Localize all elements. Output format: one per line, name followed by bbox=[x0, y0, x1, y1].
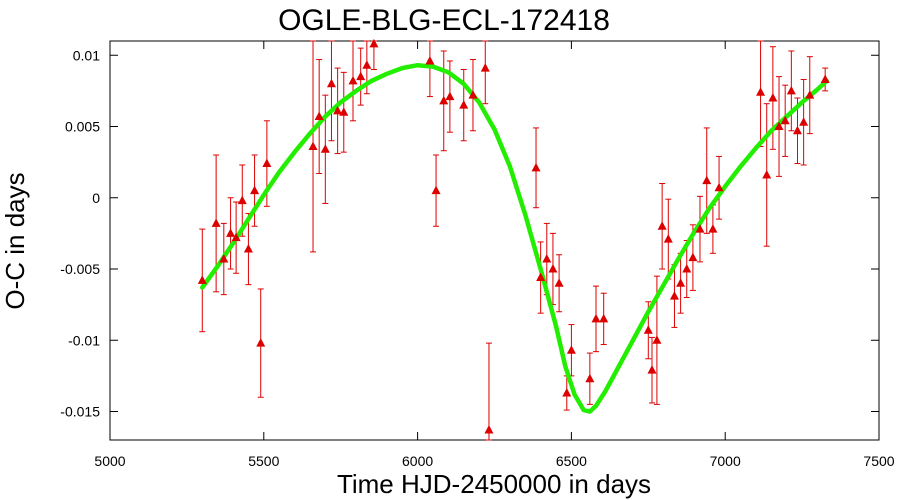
y-tick-label: -0.005 bbox=[60, 261, 100, 277]
y-tick-label: -0.01 bbox=[68, 332, 100, 348]
y-tick-label: 0.005 bbox=[65, 119, 100, 135]
data-point bbox=[197, 275, 207, 284]
data-point bbox=[688, 252, 698, 262]
data-point bbox=[566, 345, 576, 354]
data-point bbox=[250, 185, 260, 195]
data-point bbox=[425, 55, 435, 65]
data-point bbox=[792, 125, 802, 135]
data-point bbox=[356, 71, 366, 81]
data-point bbox=[320, 144, 330, 153]
data-point bbox=[439, 95, 449, 105]
error-bars bbox=[199, 40, 829, 441]
chart-title: OGLE-BLG-ECL-172418 bbox=[278, 4, 610, 37]
data-point bbox=[652, 335, 662, 344]
y-tick-label: 0 bbox=[92, 190, 100, 206]
data-point bbox=[226, 228, 236, 237]
data-point bbox=[459, 100, 469, 109]
data-point bbox=[799, 117, 809, 126]
y-tick-label: 0.01 bbox=[73, 47, 100, 63]
data-point bbox=[369, 38, 379, 48]
axis-ticks: 5000 5500 6000 6500 7000 7500 -0.015 -0.01 -0.00… bbox=[60, 41, 895, 469]
data-point bbox=[362, 60, 372, 69]
data-point bbox=[548, 264, 558, 273]
data-point bbox=[484, 425, 494, 434]
data-point bbox=[714, 182, 724, 192]
data-point bbox=[643, 325, 653, 334]
data-point bbox=[445, 91, 455, 101]
data-point bbox=[431, 185, 441, 195]
data-point bbox=[708, 224, 718, 233]
data-point bbox=[647, 365, 657, 374]
plot-frame bbox=[109, 40, 880, 441]
data-point bbox=[657, 221, 667, 230]
data-point bbox=[531, 162, 541, 172]
data-point bbox=[682, 264, 692, 273]
data-point bbox=[333, 105, 343, 115]
data-point bbox=[780, 115, 790, 125]
x-tick-label: 6000 bbox=[402, 453, 433, 469]
data-point bbox=[756, 87, 766, 96]
data-point bbox=[554, 278, 564, 287]
x-tick-label: 6500 bbox=[556, 453, 587, 469]
x-tick-label: 7500 bbox=[863, 453, 894, 469]
data-point bbox=[599, 313, 609, 323]
data-point bbox=[585, 373, 595, 383]
data-point bbox=[243, 244, 253, 253]
data-point bbox=[669, 291, 679, 300]
fit-curve-group bbox=[200, 62, 829, 414]
data-point bbox=[591, 313, 601, 323]
data-point bbox=[695, 224, 705, 233]
data-point bbox=[762, 169, 772, 179]
data-point bbox=[219, 254, 229, 263]
data-point bbox=[820, 74, 830, 83]
fit-curve bbox=[200, 62, 829, 414]
data-point bbox=[562, 387, 572, 397]
x-axis-label: Time HJD-2450000 in days bbox=[337, 469, 651, 499]
y-axis-label: O-C in days bbox=[0, 172, 30, 309]
data-point bbox=[326, 78, 336, 88]
data-point bbox=[702, 175, 712, 185]
data-point bbox=[480, 63, 490, 72]
data-point bbox=[256, 338, 266, 347]
data-point bbox=[468, 90, 478, 99]
data-point bbox=[536, 272, 546, 282]
data-point bbox=[676, 278, 686, 287]
data-point bbox=[768, 93, 778, 102]
data-point bbox=[308, 141, 318, 150]
data-point bbox=[805, 90, 815, 99]
data-point bbox=[231, 232, 241, 242]
data-points bbox=[197, 38, 830, 434]
data-point bbox=[339, 107, 349, 116]
data-point bbox=[663, 234, 673, 243]
data-point bbox=[786, 85, 796, 95]
x-tick-label: 7000 bbox=[710, 453, 741, 469]
data-point bbox=[314, 111, 324, 121]
x-tick-label: 5500 bbox=[248, 453, 279, 469]
data-point bbox=[542, 254, 552, 263]
data-point bbox=[237, 195, 247, 205]
data-point bbox=[262, 158, 272, 168]
data-point bbox=[348, 75, 358, 85]
y-tick-label: -0.015 bbox=[60, 404, 100, 420]
data-point bbox=[211, 218, 221, 227]
data-point bbox=[774, 121, 784, 130]
x-tick-label: 5000 bbox=[94, 453, 125, 469]
